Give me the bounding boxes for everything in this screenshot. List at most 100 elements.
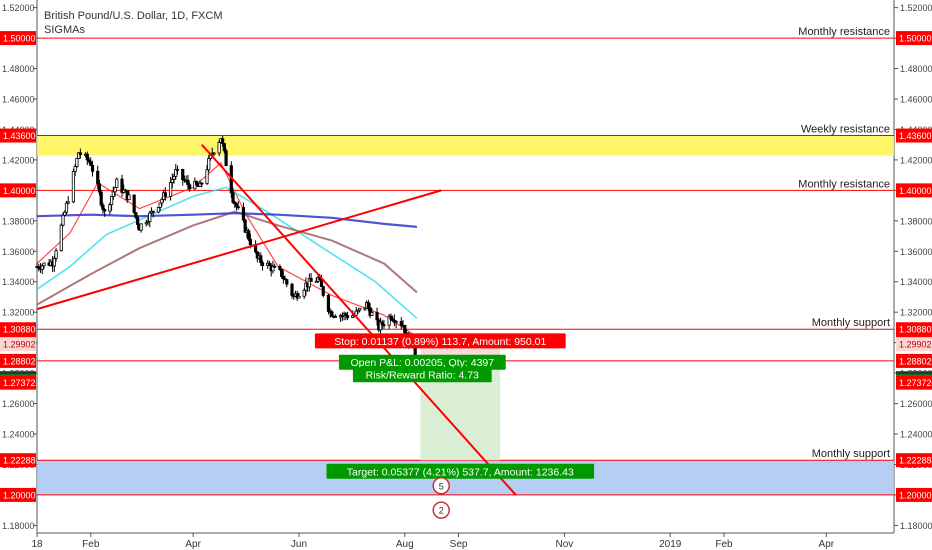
candle-body	[290, 283, 294, 296]
sma-line-4	[36, 212, 417, 228]
candle-body	[181, 168, 185, 180]
price-axis-tag: 1.27372	[899, 378, 932, 388]
sma-line-3	[36, 210, 418, 306]
candle-body	[97, 183, 102, 193]
candle-body	[186, 179, 190, 186]
candle-body	[146, 221, 150, 224]
candle-body	[127, 194, 131, 201]
candle-body	[151, 210, 155, 213]
price-axis-tag-left: 1.29902	[3, 340, 36, 350]
candle-body	[391, 318, 395, 321]
level-price-tag-left-bg	[0, 31, 36, 46]
y-tick-label-right: 1.18000	[900, 521, 932, 531]
candle-body	[234, 203, 239, 208]
zone-label: Monthly support	[812, 448, 890, 460]
candle-body	[168, 182, 173, 197]
candle-body	[132, 194, 136, 213]
level-price-tag-bg	[896, 183, 932, 198]
candle-body	[37, 266, 41, 269]
candle-body	[354, 310, 358, 316]
candle-body	[241, 207, 246, 221]
zone-price-tag-bg	[896, 453, 932, 468]
candle-body	[172, 175, 176, 180]
y-tick-label-right: 1.42000	[900, 155, 932, 165]
level-price-tag-left: 1.30880	[3, 325, 36, 335]
level-price-tag: 1.30880	[899, 325, 932, 335]
y-tick-label-right: 1.48000	[900, 64, 932, 74]
candle-body	[115, 178, 119, 188]
y-tick-label-right: 1.38000	[900, 216, 932, 226]
candle-body	[382, 324, 386, 327]
indicator-label: SIGMAs	[44, 24, 85, 36]
candle-body	[158, 202, 162, 208]
candle-body	[363, 307, 367, 310]
y-tick-label-left: 1.34000	[2, 277, 35, 287]
chart-legend: British Pound/U.S. Dollar, 1D, FXCM SIGM…	[44, 9, 223, 37]
candle-body	[144, 222, 148, 225]
candle-body	[148, 212, 152, 223]
candle-body	[259, 255, 263, 263]
y-tick-label-left: 1.26000	[2, 399, 35, 409]
candle-body	[281, 276, 285, 280]
level-price-tag-left-bg	[0, 487, 36, 502]
y-tick-label-left: 1.38000	[2, 216, 35, 226]
y-tick-label-left: 1.52000	[2, 3, 35, 13]
x-tick-label: Aug	[396, 539, 414, 550]
candle-body	[54, 250, 58, 259]
candle-body	[101, 204, 105, 210]
y-tick-label-right: 1.36000	[900, 247, 932, 257]
candle-body	[78, 152, 82, 156]
candle-body	[175, 168, 180, 171]
weekly-resistance-zone	[37, 135, 894, 156]
candle-body	[247, 230, 251, 240]
zone-price-tag: 1.22288	[899, 456, 932, 466]
x-tick-label: 18	[31, 539, 43, 550]
level-price-tag-left-bg	[0, 322, 36, 337]
candle-body	[64, 202, 69, 213]
event-marker	[432, 501, 450, 519]
x-tick-label: Feb	[82, 539, 100, 550]
candle-body	[109, 195, 114, 206]
candle-body	[387, 315, 391, 326]
risk-reward-label: Risk/Reward Ratio: 4.73	[366, 370, 479, 382]
x-tick-label: Apr	[185, 539, 201, 550]
zone-label: Weekly resistance	[801, 124, 890, 136]
zone-price-tag-left: 1.22288	[3, 456, 36, 466]
candle-body	[200, 182, 204, 185]
candle-body	[394, 321, 398, 323]
candle-body	[111, 191, 115, 197]
candle-body	[345, 315, 350, 318]
candle-body	[358, 307, 362, 311]
level-price-tag-left: 1.40000	[3, 186, 36, 196]
y-tick-label-right: 1.46000	[900, 94, 932, 104]
candle-body	[278, 266, 282, 270]
candle-body	[205, 169, 209, 184]
y-tick-label-left: 1.42000	[2, 155, 35, 165]
candle-body	[59, 224, 63, 252]
candle-body	[285, 279, 289, 285]
candle-body	[188, 184, 192, 190]
candle-body	[403, 324, 407, 335]
candle-body	[297, 295, 301, 299]
candle-body	[255, 251, 259, 259]
candle-body	[236, 206, 240, 209]
candle-body	[96, 170, 100, 185]
candle-body	[307, 278, 311, 288]
y-tick-label-left: 1.46000	[2, 94, 35, 104]
level-price-tag-bg	[896, 353, 932, 368]
level-label: Monthly resistance	[798, 178, 890, 190]
x-tick-label: Feb	[715, 539, 733, 550]
y-tick-label-left: 1.18000	[2, 521, 35, 531]
candle-body	[63, 211, 67, 216]
candle-body	[368, 307, 372, 316]
risk-reward-label-bg	[352, 367, 492, 383]
price-axis-tag: 1.29902	[899, 340, 932, 350]
candle-body	[89, 161, 93, 166]
level-price-tag-left: 1.20000	[3, 490, 36, 500]
candle-body	[73, 166, 77, 173]
price-axis-tag-left-bg	[0, 337, 36, 352]
candle-body	[160, 198, 164, 204]
candle-body	[217, 141, 221, 154]
candle-body	[280, 269, 284, 277]
